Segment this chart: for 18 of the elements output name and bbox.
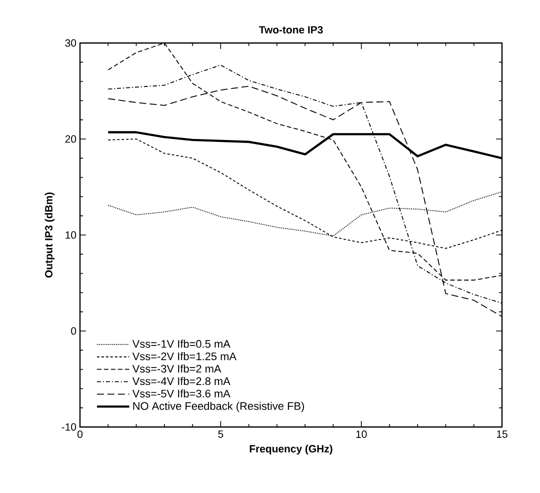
x-tick-label: 15 (496, 430, 508, 438)
legend-label: Vss=-4V Ifb=2.8 mA (132, 377, 230, 386)
x-tick-label: 0 (77, 430, 82, 438)
x-tick-label: 10 (356, 430, 367, 438)
y-tick-label: 20 (65, 135, 76, 143)
y-tick-label: 10 (66, 231, 76, 239)
chart-title: Two-tone IP3 (258, 26, 323, 34)
legend-label: Vss=-3V Ifb=2 mA (132, 364, 222, 373)
y-axis-title: Output IP3 (dBm) (44, 192, 55, 278)
legend-label: NO Active Feedback (Resistive FB) (133, 402, 304, 412)
y-tick-label: 30 (65, 39, 76, 47)
legend-label: Vss=-1V Ifb=0.5 mA (132, 340, 230, 348)
x-tick-label: 5 (218, 430, 224, 438)
legend-label: Vss=-5V Ifb=3.6 mA (132, 389, 230, 398)
y-tick-label: 0 (71, 327, 76, 335)
y-tick-label: -10 (62, 423, 76, 431)
x-axis-title: Frequency (GHz) (250, 444, 332, 455)
legend-label: Vss=-2V Ifb=1.25 mA (132, 352, 236, 360)
